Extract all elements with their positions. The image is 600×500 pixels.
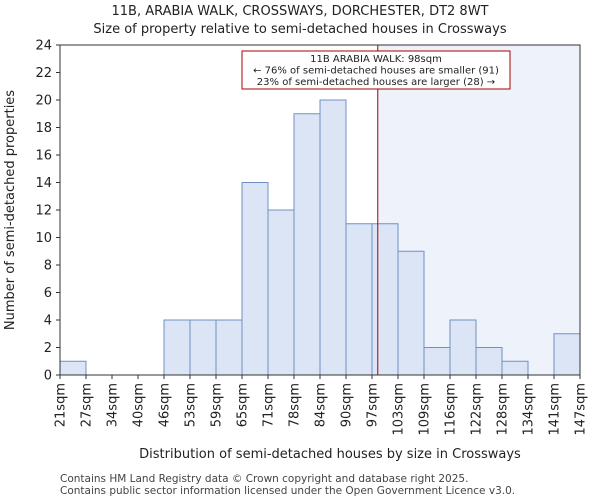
histogram-chart: 02468101214161820222421sqm 27sqm 34sqm 40sq… [0, 0, 600, 500]
bar-116sqm [450, 320, 476, 375]
x-tick-label-84sqm: 84sqm [314, 383, 329, 427]
bar-122sqm [476, 348, 502, 376]
x-tick-label-21sqm: 21sqm [54, 383, 69, 427]
bar-109sqm [424, 348, 450, 376]
bar-78sqm [294, 114, 320, 375]
x-tick-label-141sqm: 141sqm [548, 383, 563, 436]
bar-53sqm [190, 320, 216, 375]
bar-59sqm [216, 320, 242, 375]
y-tick-label-20: 20 [35, 94, 52, 109]
y-tick-label-14: 14 [35, 176, 52, 191]
y-axis-label: Number of semi-detached properties [3, 90, 18, 330]
bar-128sqm [502, 361, 528, 375]
annotation-line-2: ← 76% of semi-detached houses are smalle… [253, 66, 499, 77]
footer-copyright: Contains HM Land Registry data © Crown c… [60, 473, 468, 485]
x-tick-label-59sqm: 59sqm [210, 383, 225, 427]
y-tick-label-6: 6 [44, 286, 52, 301]
y-tick-label-10: 10 [35, 231, 52, 246]
bar-84sqm [320, 100, 346, 375]
x-tick-label-71sqm: 71sqm [262, 383, 277, 427]
y-tick-label-16: 16 [35, 149, 52, 164]
y-tick-label-0: 0 [44, 369, 52, 384]
bar-90sqm [346, 224, 372, 375]
x-tick-label-122sqm: 122sqm [470, 383, 485, 436]
bar-97sqm [372, 224, 398, 375]
y-tick-label-4: 4 [44, 314, 52, 329]
bar-71sqm [268, 210, 294, 375]
x-axis-label: Distribution of semi-detached houses by … [139, 447, 521, 462]
x-tick-label-97sqm: 97sqm [366, 383, 381, 427]
x-tick-label-116sqm: 116sqm [444, 383, 459, 436]
x-tick-label-147sqm: 147sqm [574, 383, 589, 436]
y-tick-label-12: 12 [35, 204, 52, 219]
annotation-line-3: 23% of semi-detached houses are larger (… [257, 77, 495, 88]
x-tick-label-34sqm: 34sqm [106, 383, 121, 427]
bar-141sqm [554, 334, 580, 375]
x-tick-label-53sqm: 53sqm [184, 383, 199, 427]
x-tick-label-78sqm: 78sqm [288, 383, 303, 427]
bar-103sqm [398, 251, 424, 375]
y-tick-label-22: 22 [35, 66, 52, 81]
x-tick-label-128sqm: 128sqm [496, 383, 511, 436]
annotation-line-1: 11B ARABIA WALK: 98sqm [310, 54, 442, 65]
y-tick-label-18: 18 [35, 121, 52, 136]
x-tick-label-27sqm: 27sqm [80, 383, 95, 427]
y-tick-label-8: 8 [44, 259, 52, 274]
y-tick-label-2: 2 [44, 341, 52, 356]
x-tick-label-103sqm: 103sqm [392, 383, 407, 436]
x-tick-label-46sqm: 46sqm [158, 383, 173, 427]
x-tick-label-134sqm: 134sqm [522, 383, 537, 436]
bar-65sqm [242, 183, 268, 376]
x-tick-label-65sqm: 65sqm [236, 383, 251, 427]
y-tick-label-24: 24 [35, 39, 52, 54]
x-tick-label-90sqm: 90sqm [340, 383, 355, 427]
x-tick-label-40sqm: 40sqm [132, 383, 147, 427]
x-tick-label-109sqm: 109sqm [418, 383, 433, 436]
bar-46sqm [164, 320, 190, 375]
footer-licence: Contains public sector information licen… [60, 485, 515, 497]
bar-21sqm [60, 361, 86, 375]
